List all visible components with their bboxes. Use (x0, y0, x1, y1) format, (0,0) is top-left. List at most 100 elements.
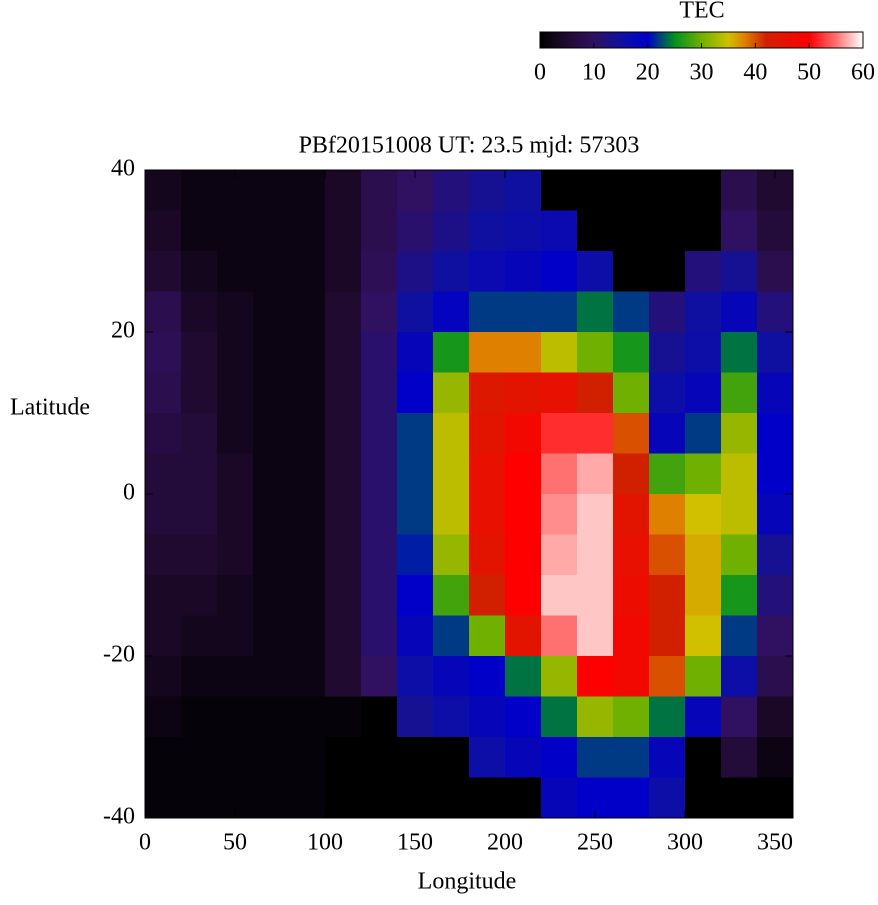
heat-cell (253, 575, 290, 616)
heat-cell (757, 332, 794, 373)
heat-cell (613, 615, 650, 657)
heat-cell (325, 737, 362, 778)
heat-cell (577, 696, 614, 738)
heat-cell (325, 656, 362, 697)
heat-cell (397, 453, 434, 495)
heat-cell (217, 737, 254, 778)
heat-cell (433, 332, 470, 373)
heat-cell (397, 372, 434, 414)
heat-cell (433, 656, 470, 697)
heat-cell (397, 413, 434, 454)
heat-cell (253, 251, 290, 292)
heat-cell (181, 494, 218, 535)
heat-cell (289, 696, 326, 738)
heat-cell (397, 291, 434, 333)
heat-cell (685, 372, 722, 414)
heat-cell (217, 656, 254, 697)
heat-cell (757, 210, 794, 252)
heat-cell (757, 615, 794, 657)
heat-cell (613, 534, 650, 576)
heat-cell (469, 413, 506, 454)
heat-cell (577, 210, 614, 252)
heat-cell (289, 615, 326, 657)
x-tick-label: 0 (139, 830, 151, 856)
heat-cell (181, 251, 218, 292)
heat-cell (397, 615, 434, 657)
heat-cell (541, 534, 578, 576)
heat-cell (541, 453, 578, 495)
heat-cell (721, 453, 758, 495)
heat-cell (685, 737, 722, 778)
heat-cell (469, 696, 506, 738)
heat-cell (541, 413, 578, 454)
heat-cell (325, 615, 362, 657)
chart-title: PBf20151008 UT: 23.5 mjd: 57303 (299, 133, 640, 159)
heat-cell (361, 656, 398, 697)
heat-cell (253, 696, 290, 738)
heat-cell (397, 737, 434, 778)
heat-cell (685, 291, 722, 333)
heat-cell (181, 534, 218, 576)
heat-cell (217, 291, 254, 333)
heat-cell (721, 251, 758, 292)
heat-cell (505, 372, 542, 414)
heat-cell (217, 615, 254, 657)
heat-cell (361, 696, 398, 738)
heat-cell (361, 453, 398, 495)
heat-cell (649, 494, 686, 535)
heat-cell (577, 332, 614, 373)
y-tick-label: -20 (103, 642, 135, 668)
heat-cell (577, 656, 614, 697)
heat-cell (541, 656, 578, 697)
heat-cell (613, 737, 650, 778)
heat-cell (757, 453, 794, 495)
heat-cell (433, 372, 470, 414)
heat-cell (433, 291, 470, 333)
heat-cell (181, 210, 218, 252)
heat-cell (577, 615, 614, 657)
heat-cell (505, 332, 542, 373)
heat-cell (757, 737, 794, 778)
x-tick-label: 350 (757, 830, 793, 856)
heat-cell (397, 696, 434, 738)
heat-cell (253, 534, 290, 576)
colorbar-tick-label: 0 (534, 60, 546, 86)
heat-cell (325, 210, 362, 252)
heat-cell (145, 210, 182, 252)
heat-cell (181, 656, 218, 697)
heat-cell (289, 777, 326, 819)
heat-cell (469, 534, 506, 576)
heat-cell (541, 251, 578, 292)
heat-cell (361, 413, 398, 454)
heat-cell (721, 777, 758, 819)
heat-cell (541, 291, 578, 333)
heat-cell (505, 170, 542, 211)
heat-cell (757, 696, 794, 738)
x-tick-label: 300 (667, 830, 703, 856)
heat-cell (685, 656, 722, 697)
heat-cell (757, 372, 794, 414)
y-tick-label: 0 (123, 480, 135, 506)
heat-cell (397, 575, 434, 616)
heat-cell (361, 210, 398, 252)
heat-cell (685, 453, 722, 495)
heat-cell (145, 575, 182, 616)
heat-cell (181, 332, 218, 373)
heat-cell (217, 210, 254, 252)
heat-cell (145, 413, 182, 454)
heat-cell (685, 251, 722, 292)
heat-cell (469, 170, 506, 211)
heat-cell (325, 251, 362, 292)
heat-cell (469, 210, 506, 252)
x-tick-label: 150 (397, 830, 433, 856)
heat-cell (505, 494, 542, 535)
heat-cell (289, 170, 326, 211)
heat-cell (541, 494, 578, 535)
heat-cell (757, 575, 794, 616)
heat-cell (721, 575, 758, 616)
heat-cell (649, 777, 686, 819)
heat-cell (181, 575, 218, 616)
colorbar-tick-label: 20 (636, 60, 660, 86)
heat-cell (685, 575, 722, 616)
